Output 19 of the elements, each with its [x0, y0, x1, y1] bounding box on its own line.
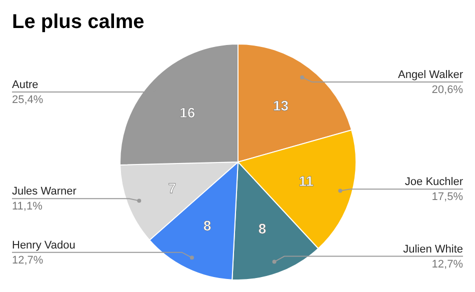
- text: 12,7%: [12, 254, 44, 266]
- chart-title: Le plus calme: [12, 11, 144, 33]
- data-label: 16: [180, 104, 196, 120]
- data-label: 7: [168, 180, 176, 196]
- text: 12,7%: [432, 258, 464, 270]
- slice-label: Jules Warner: [12, 186, 77, 198]
- slice-label: Joe Kuchler: [404, 176, 464, 188]
- slice-label: Angel Walker: [398, 69, 464, 82]
- text: 25,4%: [12, 94, 44, 106]
- data-label: 13: [272, 97, 289, 114]
- slice-label: Autre: [12, 78, 38, 91]
- text: 20,6%: [432, 84, 464, 96]
- data-label: 8: [203, 218, 212, 234]
- data-label: 8: [258, 220, 266, 236]
- slice-label: Julien White: [403, 243, 463, 256]
- text: 11,1%: [12, 200, 43, 213]
- text: 17,5%: [432, 191, 464, 204]
- data-label: 11: [298, 173, 314, 190]
- slice-label: Henry Vadou: [12, 239, 76, 252]
